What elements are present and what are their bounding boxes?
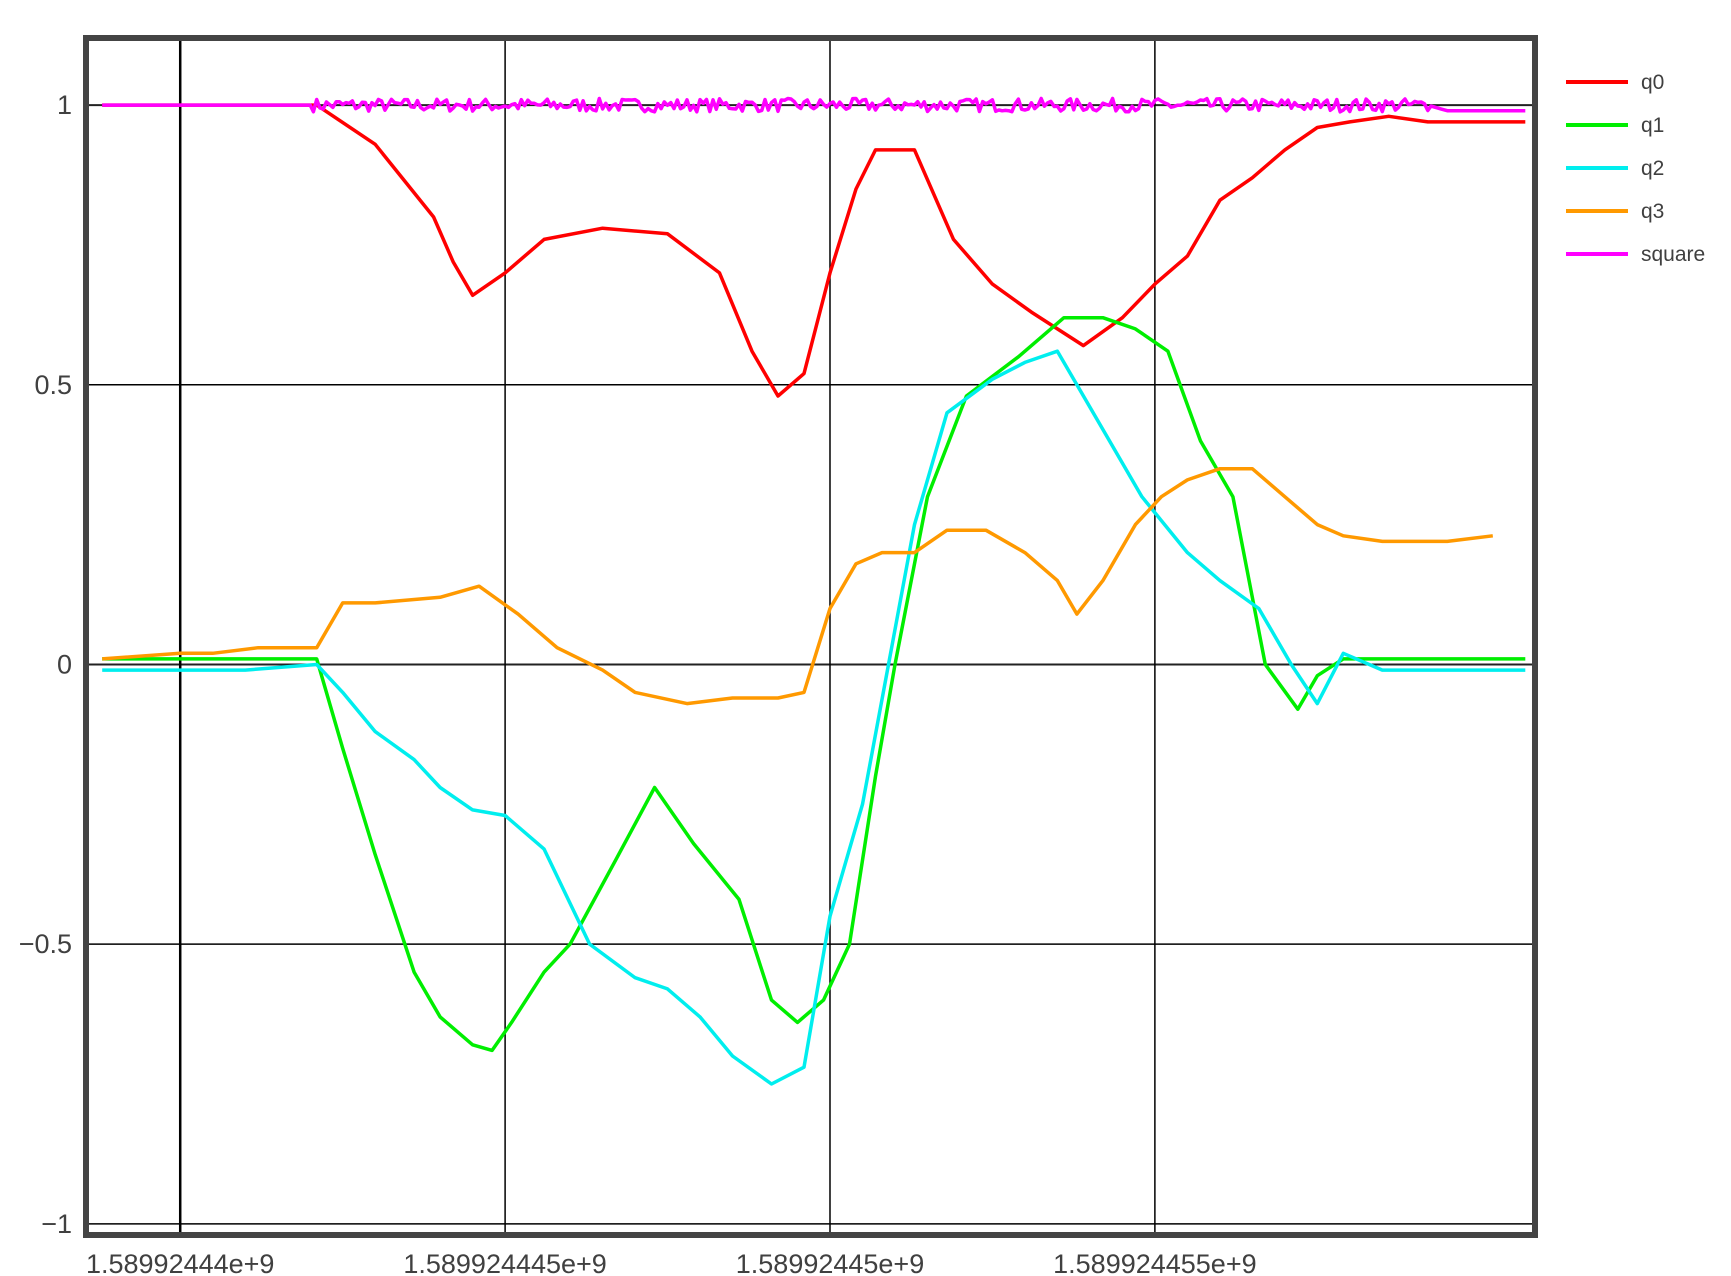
series-line-square (102, 96, 1526, 114)
x-tick-label: 1.589924455e+9 (1053, 1249, 1256, 1276)
series-line-q2 (102, 349, 1526, 1086)
series-line-q3 (102, 466, 1494, 706)
x-tick-label: 1.58992444e+9 (86, 1249, 274, 1276)
y-tick-label: −0.5 (19, 929, 72, 959)
legend-label-q2: q2 (1641, 157, 1664, 180)
y-tick-label: −1 (41, 1209, 72, 1239)
x-tick-labels: 1.58992444e+9 1.589924445e+9 1.58992445e+9… (86, 1249, 1257, 1276)
series-line-q1 (102, 315, 1526, 1053)
plot-frame (83, 35, 1538, 1238)
y-tick-labels: 1 0.5 0 −0.5 −1 (19, 90, 72, 1239)
y-tick-label: 1 (57, 90, 72, 120)
y-tick-label: 0.5 (34, 370, 72, 400)
legend: q0 q1 q2 q3 square (1566, 71, 1705, 266)
x-tick-label: 1.58992445e+9 (736, 1249, 924, 1276)
legend-label-square: square (1641, 243, 1705, 266)
series-lines (102, 96, 1526, 1086)
x-tick-label: 1.589924445e+9 (403, 1249, 606, 1276)
legend-label-q3: q3 (1641, 200, 1664, 223)
y-tick-label: 0 (57, 649, 72, 679)
legend-label-q0: q0 (1641, 71, 1664, 94)
series-line-q0 (102, 103, 1526, 398)
grid-lines (86, 38, 1535, 1235)
legend-label-q1: q1 (1641, 114, 1664, 137)
